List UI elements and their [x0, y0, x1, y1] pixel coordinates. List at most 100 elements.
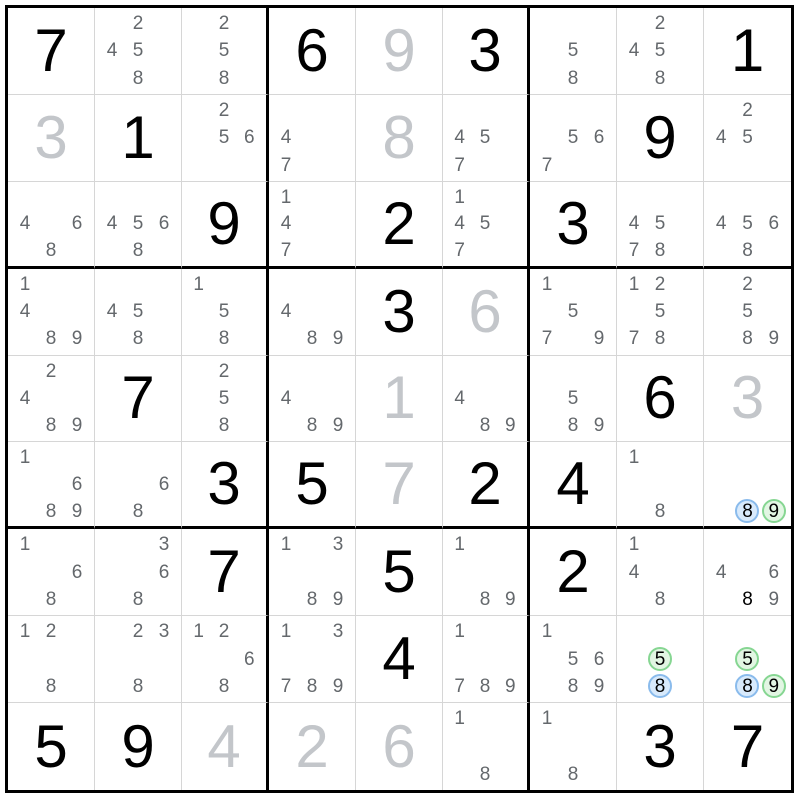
- cell-value: 7: [121, 364, 155, 432]
- candidate-slot-empty: [151, 673, 177, 700]
- cell-r9c2[interactable]: 9: [95, 703, 182, 790]
- cell-r6c4[interactable]: 5: [269, 442, 356, 530]
- cell-r9c8[interactable]: 3: [617, 703, 704, 790]
- cell-r3c4[interactable]: 1 4 7: [269, 181, 356, 269]
- cell-r2c5[interactable]: 8: [356, 94, 443, 182]
- candidate-slot-9: 9: [761, 673, 787, 700]
- candidate-8: 8: [218, 328, 230, 350]
- candidate-6: 6: [244, 648, 255, 670]
- cell-r5c3[interactable]: 2 5 8: [182, 355, 269, 443]
- cell-r6c3[interactable]: 3: [182, 442, 269, 530]
- cell-r1c1[interactable]: 7: [8, 8, 95, 95]
- cell-r2c8[interactable]: 9: [617, 94, 704, 182]
- cell-r5c2[interactable]: 7: [95, 355, 182, 443]
- cell-r3c7[interactable]: 3: [530, 181, 617, 269]
- cell-r6c5[interactable]: 7: [356, 442, 443, 530]
- cell-value: 5: [295, 450, 329, 518]
- cell-r6c6[interactable]: 2: [443, 442, 530, 530]
- candidate-8: 8: [218, 67, 230, 89]
- cell-r1c4[interactable]: 6: [269, 8, 356, 95]
- cell-r3c3[interactable]: 9: [182, 181, 269, 269]
- cell-r3c5[interactable]: 2: [356, 181, 443, 269]
- cell-r5c5[interactable]: 1: [356, 355, 443, 443]
- candidate-6: 6: [593, 648, 605, 670]
- candidate-slot-empty: [586, 271, 612, 298]
- candidate-slot-empty: [586, 10, 612, 37]
- candidate-slot-empty: [498, 237, 523, 264]
- candidate-slot-empty: [64, 618, 90, 645]
- candidate-slot-empty: [237, 618, 262, 645]
- candidate-slot-empty: [211, 271, 236, 298]
- candidate-slot-empty: [447, 646, 472, 673]
- cell-r7c3[interactable]: 7: [182, 529, 269, 617]
- cell-r2c2[interactable]: 1: [95, 94, 182, 182]
- candidate-slot-empty: [673, 298, 699, 325]
- cell-r4c5[interactable]: 3: [356, 268, 443, 356]
- cell-r1c3[interactable]: 2 5 8: [182, 8, 269, 95]
- cell-r1c6[interactable]: 3: [443, 8, 530, 95]
- cell-r9c9[interactable]: 7: [704, 703, 791, 790]
- cell-r1c5[interactable]: 9: [356, 8, 443, 95]
- cell-r7c5[interactable]: 5: [356, 529, 443, 617]
- candidate-2: 2: [654, 13, 666, 35]
- cell-r2c1[interactable]: 3: [8, 94, 95, 182]
- cell-r1c9[interactable]: 1: [704, 8, 791, 95]
- cell-r4c6[interactable]: 6: [443, 268, 530, 356]
- cell-r5c8[interactable]: 6: [617, 355, 704, 443]
- cell-r6c7[interactable]: 4: [530, 442, 617, 530]
- cell-r9c4[interactable]: 2: [269, 703, 356, 790]
- cell-r9c3[interactable]: 4: [182, 703, 269, 790]
- cell-r7c7[interactable]: 2: [530, 529, 617, 617]
- candidate-slot-empty: [99, 618, 125, 645]
- cell-r9c1[interactable]: 5: [8, 703, 95, 790]
- cell-r5c9[interactable]: 3: [704, 355, 791, 443]
- cell-r8c5[interactable]: 4: [356, 616, 443, 704]
- cell-r9c5[interactable]: 6: [356, 703, 443, 790]
